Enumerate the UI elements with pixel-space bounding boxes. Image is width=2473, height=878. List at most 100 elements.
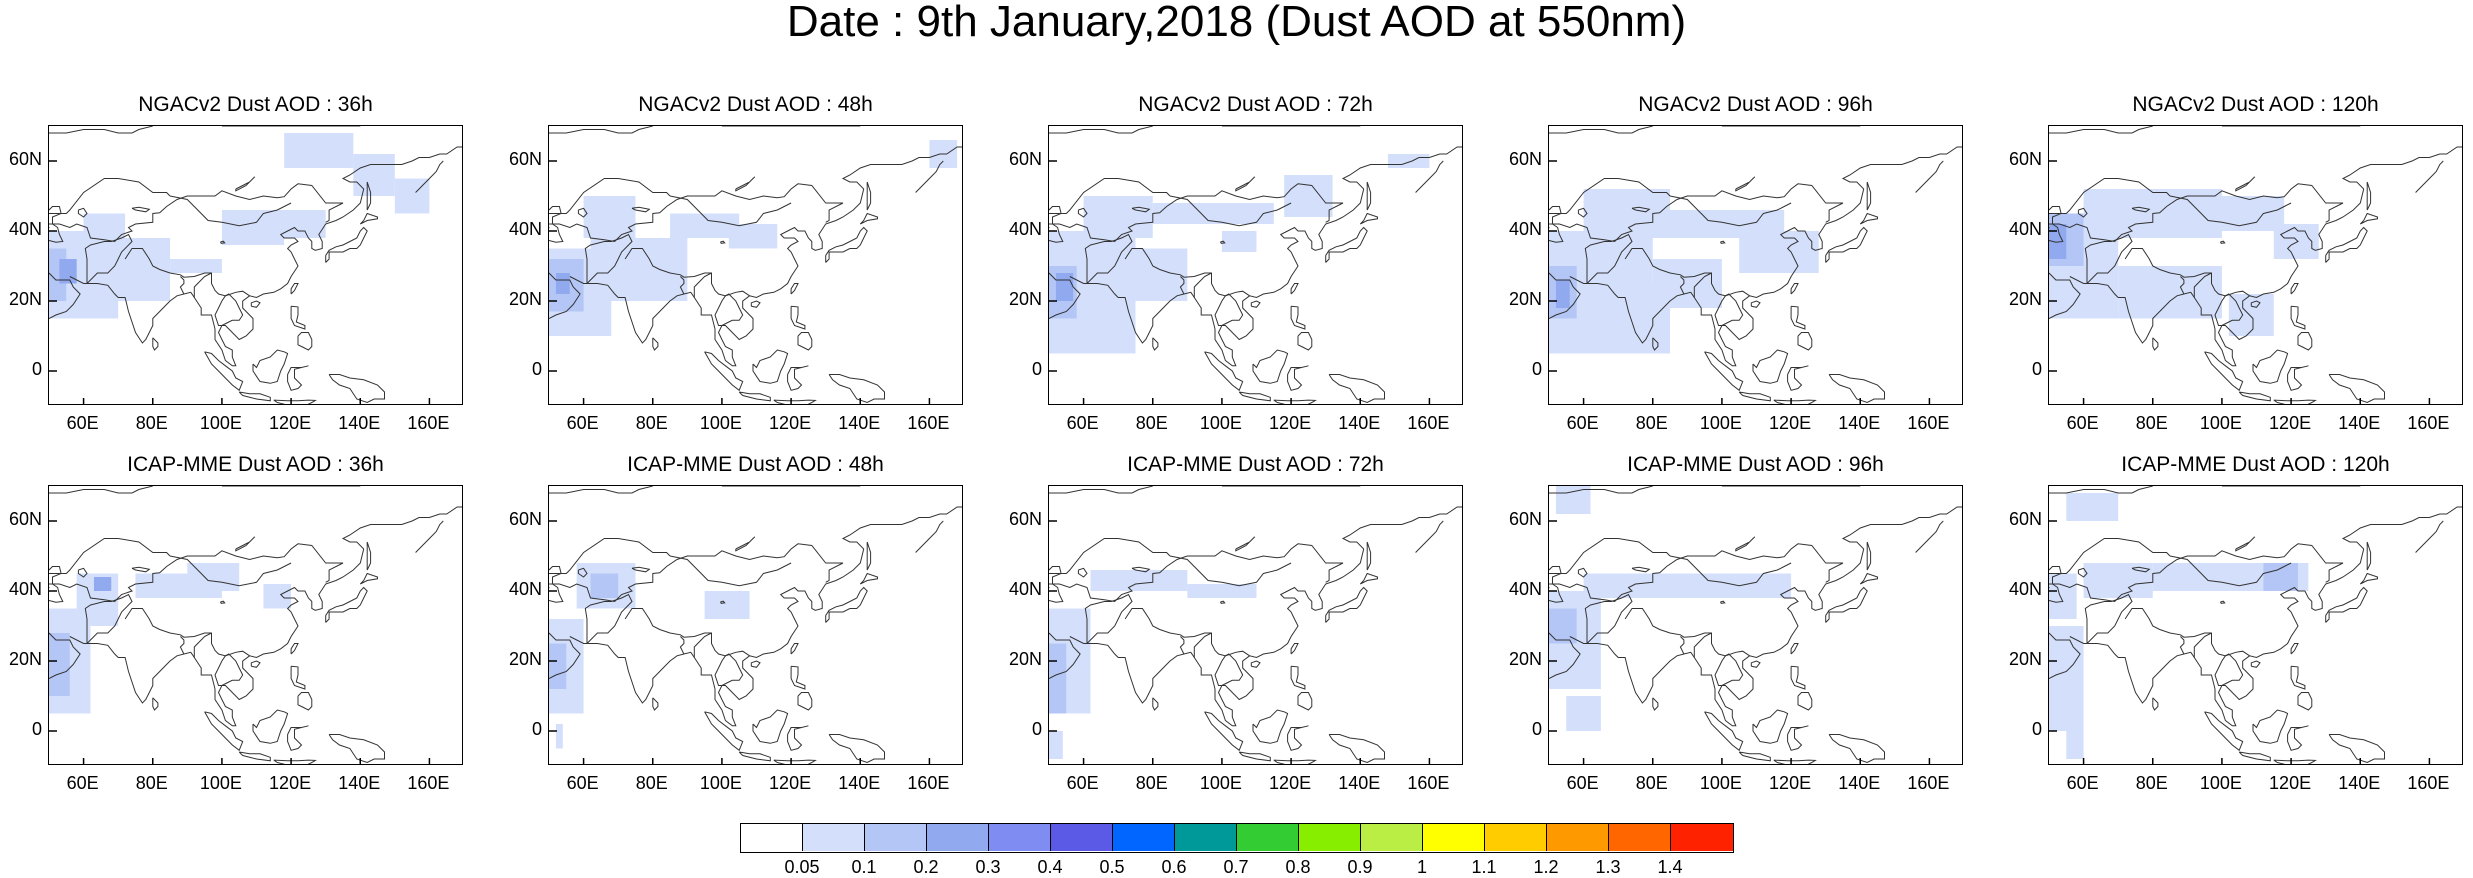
coastline xyxy=(1652,697,1659,711)
coastline xyxy=(569,506,962,727)
coastline xyxy=(549,538,671,574)
coastline xyxy=(714,293,744,326)
lon-tick-label: 140E xyxy=(838,413,881,433)
coastline xyxy=(2366,541,2372,571)
panel-title: NGACv2 Dust AOD : 36h xyxy=(138,93,373,116)
lat-tick-label: 40N xyxy=(1508,219,1542,239)
dust-region xyxy=(263,584,292,609)
lon-tick-label: 160E xyxy=(1907,413,1950,433)
colorbar-cell xyxy=(1051,824,1113,851)
lon-tick-label: 120E xyxy=(769,773,812,793)
coastline xyxy=(1069,506,1462,727)
lat-tick-label: 0 xyxy=(1031,359,1042,379)
coastline xyxy=(1204,711,1244,752)
panel-title: ICAP-MME Dust AOD : 120h xyxy=(2121,453,2390,476)
coastline xyxy=(1238,391,1271,402)
coastline xyxy=(549,183,844,243)
coastline xyxy=(1825,226,1868,263)
lat-tick-label: 60N xyxy=(508,509,542,529)
lat-tick-label: 20N xyxy=(508,649,542,669)
coastline xyxy=(790,665,806,690)
coastline xyxy=(790,283,799,295)
panel-title: NGACv2 Dust AOD : 96h xyxy=(1638,93,1873,116)
dust-region xyxy=(1387,154,1430,168)
coastline xyxy=(77,567,88,578)
coastline xyxy=(152,697,159,711)
coastline xyxy=(669,195,792,227)
dust-region xyxy=(1566,696,1601,731)
coastline xyxy=(1193,272,1212,298)
dust-aod-map xyxy=(2048,485,2463,765)
coastline xyxy=(1325,226,1368,263)
coastline xyxy=(328,374,385,404)
coastline xyxy=(631,566,651,573)
lon-tick-label: 60E xyxy=(566,413,599,433)
coastline xyxy=(1325,586,1368,623)
coastline xyxy=(1214,653,1244,686)
panel-title: ICAP-MME Dust AOD : 48h xyxy=(627,453,884,476)
lon-tick-label: 100E xyxy=(1199,413,1242,433)
lat-tick-label: 60N xyxy=(2008,509,2042,529)
colorbar-cell xyxy=(865,824,927,851)
coastline xyxy=(1679,276,1685,295)
dust-aod-map xyxy=(48,485,463,765)
coastline xyxy=(652,697,659,711)
coastline xyxy=(1152,697,1159,711)
colorbar-cell xyxy=(1113,824,1175,851)
coastline xyxy=(2235,536,2256,552)
lat-tick-label: 60N xyxy=(2008,149,2042,169)
colorbar-cell xyxy=(1237,824,1299,851)
dust-region xyxy=(2066,731,2084,759)
coastline xyxy=(2359,572,2378,585)
coastline xyxy=(415,520,444,553)
coastline xyxy=(773,759,817,764)
coastline xyxy=(273,759,317,764)
coastline xyxy=(1790,283,1799,295)
coastline xyxy=(825,586,868,623)
coastline xyxy=(1359,572,1378,585)
aod-colorbar xyxy=(740,823,1734,853)
coastline xyxy=(1049,632,1081,679)
dust-region xyxy=(1555,280,1570,308)
coastline xyxy=(1577,207,1588,218)
coastline xyxy=(1049,206,1064,243)
coastline xyxy=(1693,272,1712,298)
dust-region xyxy=(1221,231,1257,252)
coastline xyxy=(2204,711,2244,752)
lat-tick-label: 0 xyxy=(1031,719,1042,739)
lat-tick-label: 40N xyxy=(8,219,42,239)
dust-region xyxy=(2083,563,2153,598)
coastline xyxy=(915,520,944,553)
coastline xyxy=(1179,636,1185,655)
map-canvas xyxy=(2049,126,2462,404)
lon-tick-label: 120E xyxy=(1269,413,1312,433)
coastline xyxy=(2415,160,2444,193)
coastline xyxy=(214,293,244,326)
lon-tick-label: 60E xyxy=(1566,413,1599,433)
lon-tick-label: 120E xyxy=(1769,773,1812,793)
coastline xyxy=(2250,660,2261,668)
coastline xyxy=(1569,146,1962,367)
coastline xyxy=(290,305,306,330)
lon-tick-label: 140E xyxy=(2338,773,2381,793)
colorbar-label: 0.4 xyxy=(1037,857,1063,877)
coastline xyxy=(2077,207,2088,218)
map-canvas xyxy=(549,126,962,404)
colorbar-label: 1 xyxy=(1416,857,1427,877)
lon-tick-label: 140E xyxy=(838,773,881,793)
colorbar-cell xyxy=(1175,824,1237,851)
figure-title: Date : 9th January,2018 (Dust AOD at 550… xyxy=(786,0,1687,46)
coastline xyxy=(1797,692,1813,711)
dust-region xyxy=(728,224,778,249)
coastline xyxy=(1049,272,1081,319)
coastline xyxy=(2193,272,2212,298)
coastline xyxy=(1773,759,1817,764)
lon-tick-label: 60E xyxy=(566,773,599,793)
coastline xyxy=(2238,751,2271,762)
dust-region xyxy=(2049,626,2084,731)
coastline xyxy=(2124,608,2250,657)
colorbar-cell xyxy=(1361,824,1423,851)
dust-aod-map xyxy=(548,485,963,765)
coastline xyxy=(1652,337,1659,351)
dust-region xyxy=(1284,175,1333,217)
